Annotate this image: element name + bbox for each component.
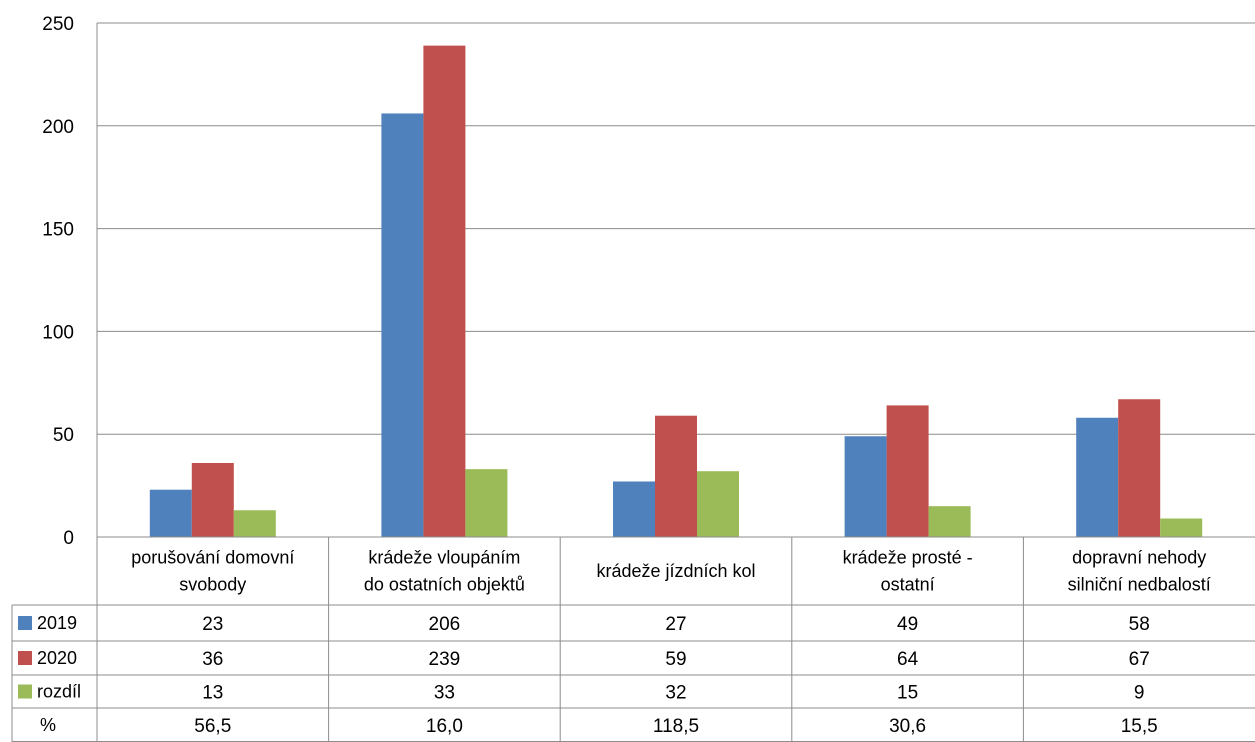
bar — [149, 489, 192, 537]
data-label: 15,5 — [1121, 716, 1158, 737]
legend-key — [18, 684, 32, 699]
y-tick-label: 50 — [53, 425, 74, 446]
data-label: 30,6 — [889, 716, 926, 737]
bars — [149, 45, 1203, 538]
legend-key — [18, 616, 32, 630]
bar — [928, 506, 971, 537]
data-label: 9 — [1134, 683, 1145, 704]
row-label: % — [40, 715, 56, 735]
data-label: 15 — [897, 683, 918, 704]
data-label: 118,5 — [653, 716, 699, 737]
data-label: 58 — [1129, 614, 1150, 635]
category-label: krádeže prosté - — [843, 548, 973, 568]
bar — [886, 405, 929, 537]
y-tick-label: 150 — [42, 220, 74, 241]
y-tick-label: 0 — [63, 528, 74, 549]
data-label: 239 — [429, 649, 461, 670]
bar — [655, 415, 697, 537]
data-label: 13 — [202, 683, 223, 704]
legend-key — [18, 651, 32, 665]
data-label: 32 — [665, 683, 686, 704]
data-label: 206 — [429, 614, 461, 635]
category-label: porušování domovní — [131, 548, 294, 568]
category-label: silniční nedbalostí — [1068, 575, 1211, 595]
data-label: 67 — [1129, 649, 1150, 670]
category-label: do ostatních objektů — [364, 575, 525, 595]
bar — [465, 469, 508, 537]
category-label: krádeže jízdních kol — [596, 561, 755, 581]
data-label: 33 — [434, 683, 455, 704]
data-label: 36 — [202, 649, 223, 670]
data-label: 49 — [897, 614, 918, 635]
data-label: 23 — [202, 614, 223, 635]
bar — [697, 471, 739, 537]
legend-label: 2019 — [37, 613, 77, 633]
bar — [613, 481, 655, 537]
y-tick-label: 250 — [42, 14, 74, 35]
bar — [191, 462, 234, 537]
category-label: svobody — [179, 575, 246, 595]
bar — [423, 45, 466, 538]
category-label: dopravní nehody — [1072, 548, 1206, 568]
bar — [1118, 399, 1161, 537]
legend-label: 2020 — [37, 648, 77, 668]
category-label: krádeže vloupáním — [368, 548, 520, 568]
data-label: 64 — [897, 649, 919, 670]
data-label: 59 — [665, 649, 686, 670]
bar — [844, 436, 887, 537]
data-label: 56,5 — [194, 716, 231, 737]
data-label: 27 — [665, 614, 686, 635]
y-tick-label: 100 — [42, 322, 74, 343]
gridlines — [97, 22, 1255, 435]
y-tick-label: 200 — [42, 117, 74, 138]
legend-label: rozdíl — [37, 682, 81, 702]
data-label: 16,0 — [426, 716, 463, 737]
bar — [1076, 417, 1119, 537]
bar — [233, 510, 276, 537]
bar — [1160, 518, 1203, 537]
data-table: porušování domovní svobody krádeže vloupán… — [11, 536, 1255, 742]
bar — [381, 113, 424, 538]
y-axis: 0 50 100 150 200 250 — [42, 14, 98, 549]
category-label: ostatní — [881, 575, 935, 595]
